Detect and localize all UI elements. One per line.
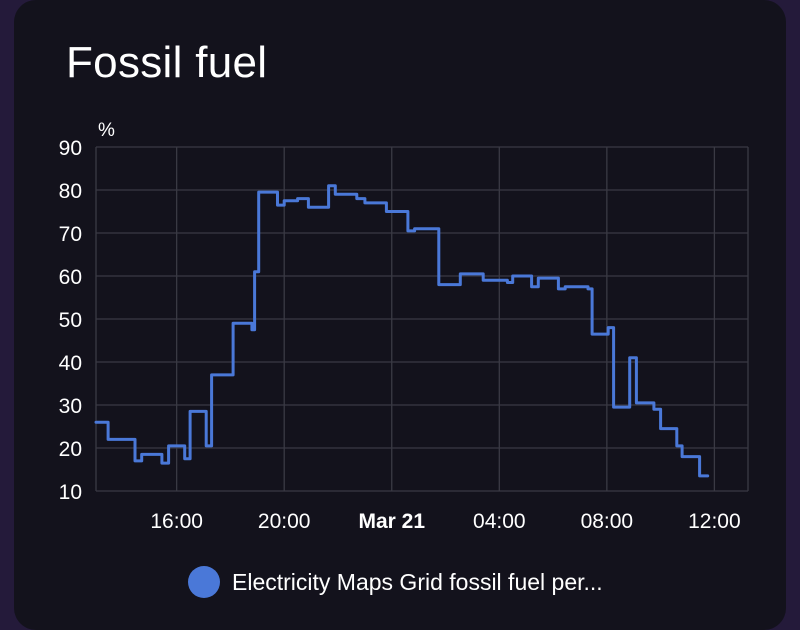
y-tick-label: 80 bbox=[59, 180, 82, 203]
y-axis-unit: % bbox=[98, 120, 115, 141]
legend-color-icon bbox=[188, 566, 220, 598]
y-tick-label: 70 bbox=[59, 223, 82, 246]
y-tick-label: 30 bbox=[59, 395, 82, 418]
x-tick-label: 16:00 bbox=[150, 510, 203, 533]
legend-label: Electricity Maps Grid fossil fuel per... bbox=[232, 568, 603, 595]
chart-card: Fossil fuel 10 20 30 40 50 60 70 80 90 16:00 20:0… bbox=[14, 0, 786, 630]
y-tick-label: 60 bbox=[59, 266, 82, 289]
card-title: Fossil fuel bbox=[66, 38, 268, 87]
x-tick-label: 04:00 bbox=[473, 510, 526, 533]
line-chart: 10 20 30 40 50 60 70 80 90 16:00 20:00 Mar 21 04:00… bbox=[59, 120, 749, 533]
y-tick-label: 10 bbox=[59, 481, 82, 504]
x-tick-label: 20:00 bbox=[258, 510, 311, 533]
x-tick-label: 08:00 bbox=[581, 510, 634, 533]
x-tick-label: 12:00 bbox=[688, 510, 741, 533]
x-axis-ticks: 16:00 20:00 Mar 21 04:00 08:00 12:00 bbox=[150, 510, 740, 533]
y-tick-label: 90 bbox=[59, 137, 82, 160]
y-tick-label: 50 bbox=[59, 309, 82, 332]
y-tick-label: 20 bbox=[59, 438, 82, 461]
series-line-fossil-fuel[interactable] bbox=[94, 184, 710, 478]
x-tick-label: Mar 21 bbox=[358, 510, 425, 533]
legend-item[interactable]: Electricity Maps Grid fossil fuel per... bbox=[188, 566, 603, 598]
grid-lines bbox=[95, 146, 749, 492]
y-axis-ticks: 10 20 30 40 50 60 70 80 90 bbox=[59, 137, 82, 504]
y-tick-label: 40 bbox=[59, 352, 82, 375]
